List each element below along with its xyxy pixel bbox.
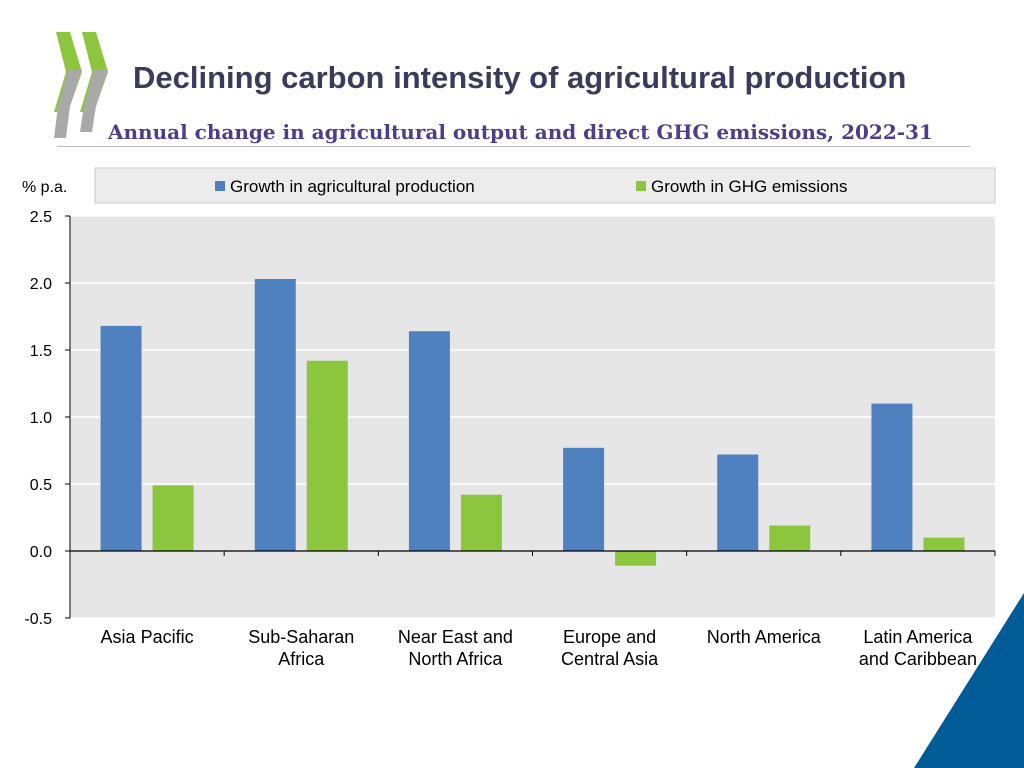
y-tick-label: 2.5 <box>30 209 52 226</box>
legend-box <box>94 167 996 204</box>
x-category-label-line: Near East and <box>398 627 513 647</box>
x-category-label: Asia Pacific <box>101 627 194 647</box>
corner-triangle <box>914 593 1024 768</box>
y-tick-label: -0.5 <box>24 611 52 628</box>
gridlines <box>70 215 995 619</box>
bar-emissions-2 <box>460 494 502 551</box>
y-tick-label: 0.5 <box>30 477 52 494</box>
x-category-label: North America <box>707 627 822 647</box>
x-category-label-line: Central Asia <box>561 649 659 669</box>
logo-chevron-grey-left <box>54 70 82 138</box>
y-tick-labels: 2.5 2.0 1.5 1.0 0.5 0.0 -0.5 <box>24 209 52 628</box>
bar-production-4 <box>717 454 759 551</box>
x-category-label: Latin America and Caribbean <box>859 627 977 669</box>
x-category-label-line: Europe and <box>563 627 656 647</box>
blue-corner-triangle-icon <box>914 593 1024 768</box>
x-category-label-line: North America <box>707 627 822 647</box>
x-category-label-line: and Caribbean <box>859 649 977 669</box>
x-category-label-line: Latin America <box>863 627 973 647</box>
y-tick-label: 0.0 <box>30 544 52 561</box>
y-tick-label: 1.0 <box>30 410 52 427</box>
axes <box>65 215 996 619</box>
oecd-chevron-logo-icon <box>54 32 108 138</box>
legend-swatch-emissions <box>636 181 646 191</box>
legend-label-emissions: Growth in GHG emissions <box>651 177 848 196</box>
x-tick-labels: Asia Pacific Sub-Saharan Africa Near East a… <box>101 627 977 669</box>
x-category-label: Sub-Saharan Africa <box>248 627 354 669</box>
y-axis-unit-label: % p.a. <box>22 179 67 196</box>
x-category-label-line: North Africa <box>408 649 503 669</box>
bar-emissions-1 <box>306 360 348 551</box>
bar-chart: % p.a. Growth in agricultural production… <box>22 167 996 669</box>
bar-production-3 <box>563 447 605 551</box>
y-tick-label: 1.5 <box>30 343 52 360</box>
x-category-label-line: Asia Pacific <box>101 627 194 647</box>
bar-production-5 <box>871 403 913 551</box>
legend-label-production: Growth in agricultural production <box>230 177 475 196</box>
bar-emissions-4 <box>769 525 811 551</box>
y-tick-label: 2.0 <box>30 276 52 293</box>
legend: Growth in agricultural production Growth… <box>215 177 848 196</box>
x-category-label-line: Africa <box>278 649 325 669</box>
logo-chevron-grey-right <box>80 70 108 132</box>
x-category-label: Europe and Central Asia <box>561 627 659 669</box>
bar-production-0 <box>100 325 142 551</box>
subtitle-divider <box>57 146 970 147</box>
bar-production-1 <box>254 278 296 551</box>
bar-emissions-3 <box>615 551 657 566</box>
x-category-label-line: Sub-Saharan <box>248 627 354 647</box>
bars <box>100 278 965 566</box>
legend-swatch-production <box>215 181 225 191</box>
bar-emissions-5 <box>923 537 965 551</box>
bar-emissions-0 <box>152 485 194 551</box>
x-category-label: Near East and North Africa <box>398 627 513 669</box>
slide-subtitle: Annual change in agricultural output and… <box>108 120 933 144</box>
slide-title: Declining carbon intensity of agricultur… <box>133 60 907 95</box>
bar-production-2 <box>408 331 450 551</box>
